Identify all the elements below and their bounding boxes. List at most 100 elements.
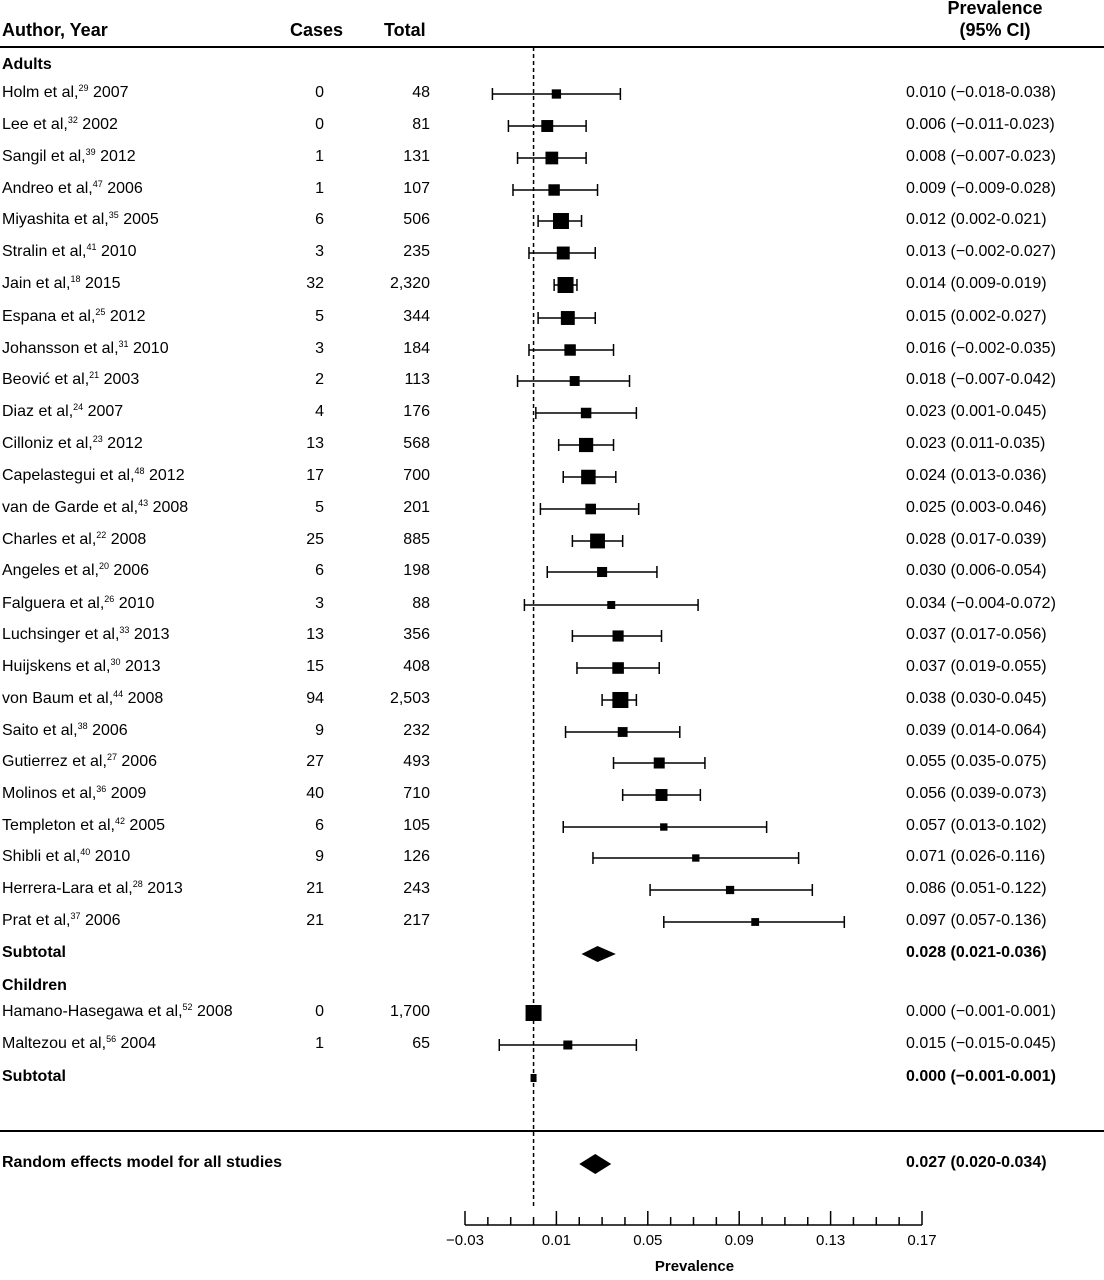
study-author: Jain et al,18 2015 <box>2 275 121 293</box>
study-cases: 4 <box>315 403 324 420</box>
study-reference-number: 42 <box>114 816 125 826</box>
study-total: 113 <box>404 371 430 388</box>
study-cases: 9 <box>315 722 324 739</box>
point-estimate-square <box>551 89 562 99</box>
study-year: 2013 <box>147 880 183 897</box>
study-total: 408 <box>403 658 430 675</box>
study-author-name: Prat et al, <box>2 912 71 929</box>
study-prevalence-ci: 0.000 (−0.001-0.001) <box>906 1003 1056 1020</box>
study-author-name: Holm et al, <box>2 84 79 101</box>
study-total: 48 <box>412 84 430 101</box>
subtotal-label: Subtotal <box>2 1068 66 1085</box>
study-cases: 5 <box>315 499 324 516</box>
column-header-prevalence: Prevalence <box>947 0 1043 18</box>
study-author-name: Molinos et al, <box>2 785 97 802</box>
study-total: 235 <box>403 243 430 260</box>
study-author: Molinos et al,36 2009 <box>2 785 146 803</box>
study-cases: 6 <box>315 211 324 228</box>
study-author-name: Stralin et al, <box>2 243 87 260</box>
study-prevalence-ci: 0.012 (0.002-0.021) <box>906 211 1047 228</box>
study-cases: 13 <box>306 626 324 643</box>
group-heading-adults: Adults <box>2 56 52 73</box>
study-reference-number: 20 <box>98 561 109 571</box>
point-estimate-square <box>580 407 592 419</box>
study-total: 344 <box>403 308 430 325</box>
study-prevalence-ci: 0.071 (0.026-0.116) <box>906 848 1046 865</box>
study-total: 107 <box>403 180 430 197</box>
study-year: 2006 <box>121 753 157 770</box>
study-year: 2015 <box>84 275 121 292</box>
subtotal-prevalence-ci: 0.000 (−0.001-0.001) <box>906 1068 1056 1085</box>
point-estimate-square <box>612 630 624 642</box>
study-reference-number: 43 <box>138 498 149 508</box>
study-total: 81 <box>412 116 430 133</box>
study-author-name: Cilloniz et al, <box>2 435 93 452</box>
overall-prevalence-ci: 0.027 (0.020-0.034) <box>906 1154 1047 1171</box>
point-estimate-square <box>579 437 594 453</box>
study-reference-number: 23 <box>92 434 103 444</box>
study-author: Johansson et al,31 2010 <box>2 340 169 358</box>
study-cases: 3 <box>315 595 324 612</box>
study-reference-number: 29 <box>78 83 89 93</box>
subtotal-label: Subtotal <box>2 944 66 961</box>
study-year: 2006 <box>107 180 143 197</box>
study-total: 65 <box>412 1035 430 1052</box>
study-total: 1,700 <box>389 1003 430 1020</box>
point-estimate-square <box>653 757 665 769</box>
study-reference-number: 52 <box>182 1002 193 1012</box>
study-year: 2009 <box>110 785 147 802</box>
study-prevalence-ci: 0.013 (−0.002-0.027) <box>906 243 1056 260</box>
study-cases: 25 <box>306 531 324 548</box>
study-cases: 3 <box>315 340 324 357</box>
study-prevalence-ci: 0.024 (0.013-0.036) <box>906 467 1047 484</box>
study-author: Cilloniz et al,23 2012 <box>2 435 143 453</box>
point-estimate-square <box>607 601 616 609</box>
study-author: Capelastegui et al,48 2012 <box>2 467 185 485</box>
overall-label: Random effects model for all studies <box>2 1154 283 1171</box>
study-total: 126 <box>403 848 430 865</box>
study-cases: 94 <box>306 690 324 707</box>
subtotal-diamond <box>581 946 616 962</box>
column-header-total: Total <box>384 20 426 40</box>
study-year: 2006 <box>84 912 121 929</box>
study-author-name: Charles et al, <box>2 531 97 548</box>
study-author: Hamano-Hasegawa et al,52 2008 <box>2 1003 233 1021</box>
study-author: Saito et al,38 2006 <box>2 722 128 740</box>
x-axis-label: Prevalence <box>655 1258 734 1275</box>
overall-diamond <box>579 1154 612 1174</box>
point-estimate-square <box>655 789 668 801</box>
point-estimate-square <box>581 469 596 485</box>
study-reference-number: 31 <box>118 339 129 349</box>
point-estimate-square <box>557 277 574 293</box>
study-author-name: van de Garde et al, <box>2 499 139 516</box>
study-prevalence-ci: 0.016 (−0.002-0.035) <box>906 340 1056 357</box>
study-author: van de Garde et al,43 2008 <box>2 499 188 517</box>
study-cases: 21 <box>306 912 324 929</box>
study-total: 131 <box>403 148 430 165</box>
study-author: Angeles et al,20 2006 <box>2 562 149 580</box>
x-axis-tick-label: 0.09 <box>725 1232 754 1249</box>
study-reference-number: 35 <box>108 210 119 220</box>
study-prevalence-ci: 0.028 (0.017-0.039) <box>906 531 1047 548</box>
study-cases: 6 <box>315 817 324 834</box>
study-reference-number: 28 <box>132 879 143 889</box>
point-estimate-square <box>556 246 570 260</box>
study-prevalence-ci: 0.037 (0.019-0.055) <box>906 658 1047 675</box>
study-author-name: Diaz et al, <box>2 403 74 420</box>
header-rule <box>0 46 1104 48</box>
study-author-name: Capelastegui et al, <box>2 467 135 484</box>
study-total: 184 <box>403 340 430 357</box>
study-prevalence-ci: 0.039 (0.014-0.064) <box>906 722 1047 739</box>
point-estimate-square <box>725 885 735 895</box>
study-prevalence-ci: 0.023 (0.001-0.045) <box>906 403 1047 420</box>
study-author-name: Shibli et al, <box>2 848 81 865</box>
study-total: 885 <box>403 531 430 548</box>
study-prevalence-ci: 0.023 (0.011-0.035) <box>906 435 1046 452</box>
overall-separator-rule <box>0 1130 1104 1132</box>
study-total: 506 <box>403 211 430 228</box>
column-header-cases: Cases <box>290 20 344 40</box>
study-year: 2002 <box>82 116 118 133</box>
study-prevalence-ci: 0.025 (0.003-0.046) <box>906 499 1047 516</box>
study-cases: 1 <box>315 148 324 165</box>
study-year: 2005 <box>129 817 166 834</box>
